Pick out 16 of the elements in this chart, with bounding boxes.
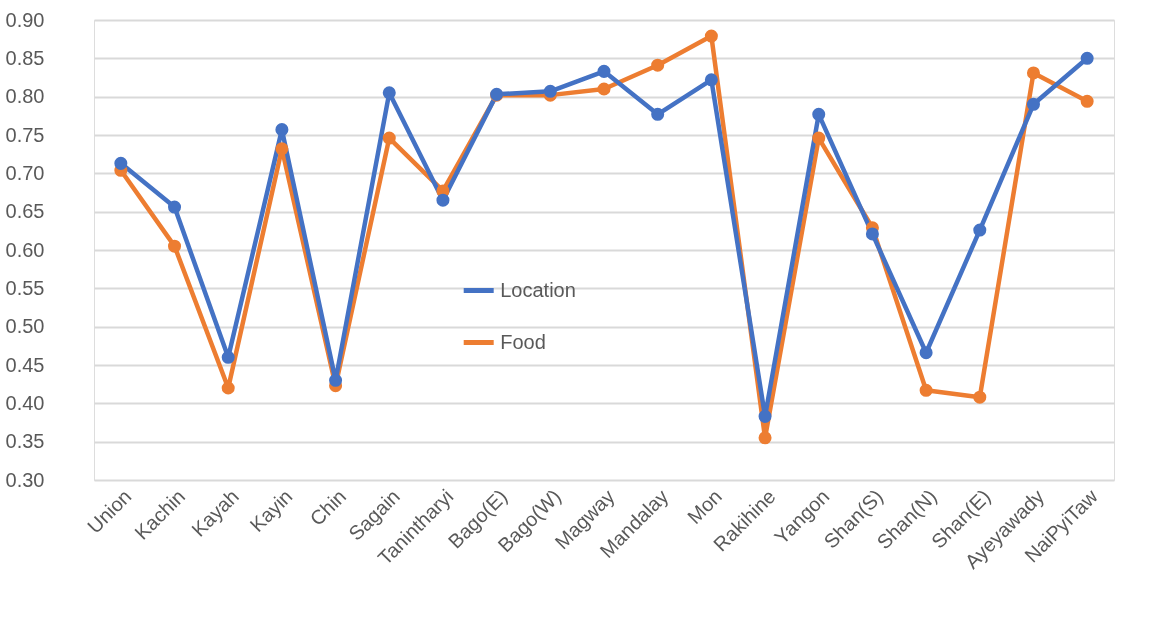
y-tick-label: 0.65 xyxy=(5,200,45,223)
y-tick-label: 0.90 xyxy=(5,8,45,31)
legend-label: Food xyxy=(500,330,546,353)
y-tick-label: 0.55 xyxy=(5,276,45,299)
y-tick-label: 0.50 xyxy=(5,315,45,338)
x-tick-label: Chin xyxy=(305,485,351,530)
y-tick-label: 0.35 xyxy=(5,430,45,453)
legend-label: Location xyxy=(500,278,576,301)
y-tick-label: 0.80 xyxy=(5,85,45,108)
y-tick-label: 0.75 xyxy=(5,123,45,146)
y-tick-label: 0.45 xyxy=(5,353,45,376)
y-tick-label: 0.85 xyxy=(5,46,45,69)
y-tick-label: 0.70 xyxy=(5,161,45,184)
y-tick-label: 0.30 xyxy=(5,468,45,491)
y-tick-label: 0.60 xyxy=(5,238,45,261)
y-tick-label: 0.40 xyxy=(5,391,45,414)
